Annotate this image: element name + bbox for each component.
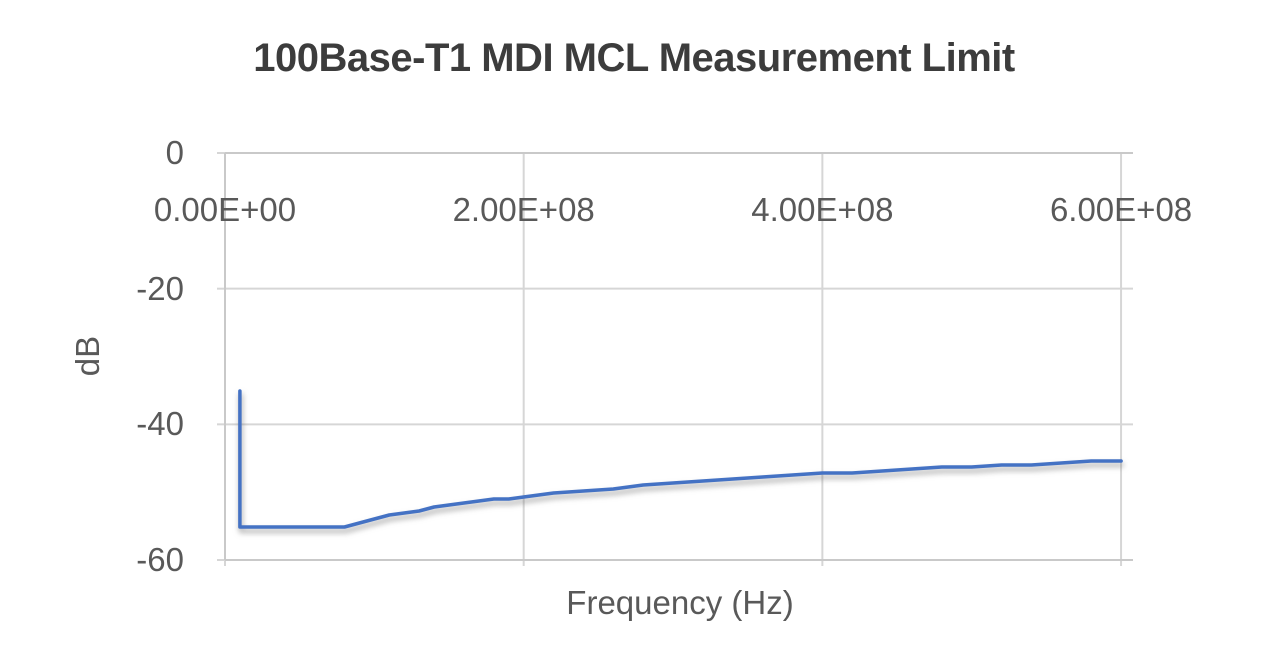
x-tick-label: 0.00E+00 xyxy=(153,191,297,228)
y-tick-label: -20 xyxy=(136,269,184,307)
x-tick-label: 2.00E+08 xyxy=(452,191,595,228)
plot-area xyxy=(217,152,1133,566)
chart-title: 100Base-T1 MDI MCL Measurement Limit xyxy=(253,36,1015,80)
y-axis-title: dB xyxy=(69,335,106,377)
y-tick-label: 0 xyxy=(165,134,184,171)
x-axis-title: Frequency (Hz) xyxy=(566,584,794,621)
mcl-limit-line xyxy=(238,389,1123,529)
y-tick-label: -60 xyxy=(136,541,184,578)
y-tick-label: -40 xyxy=(136,405,184,443)
x-tick-label: 6.00E+08 xyxy=(1049,191,1193,228)
gridlines xyxy=(217,152,1133,566)
x-tick-label: 4.00E+08 xyxy=(751,191,894,228)
